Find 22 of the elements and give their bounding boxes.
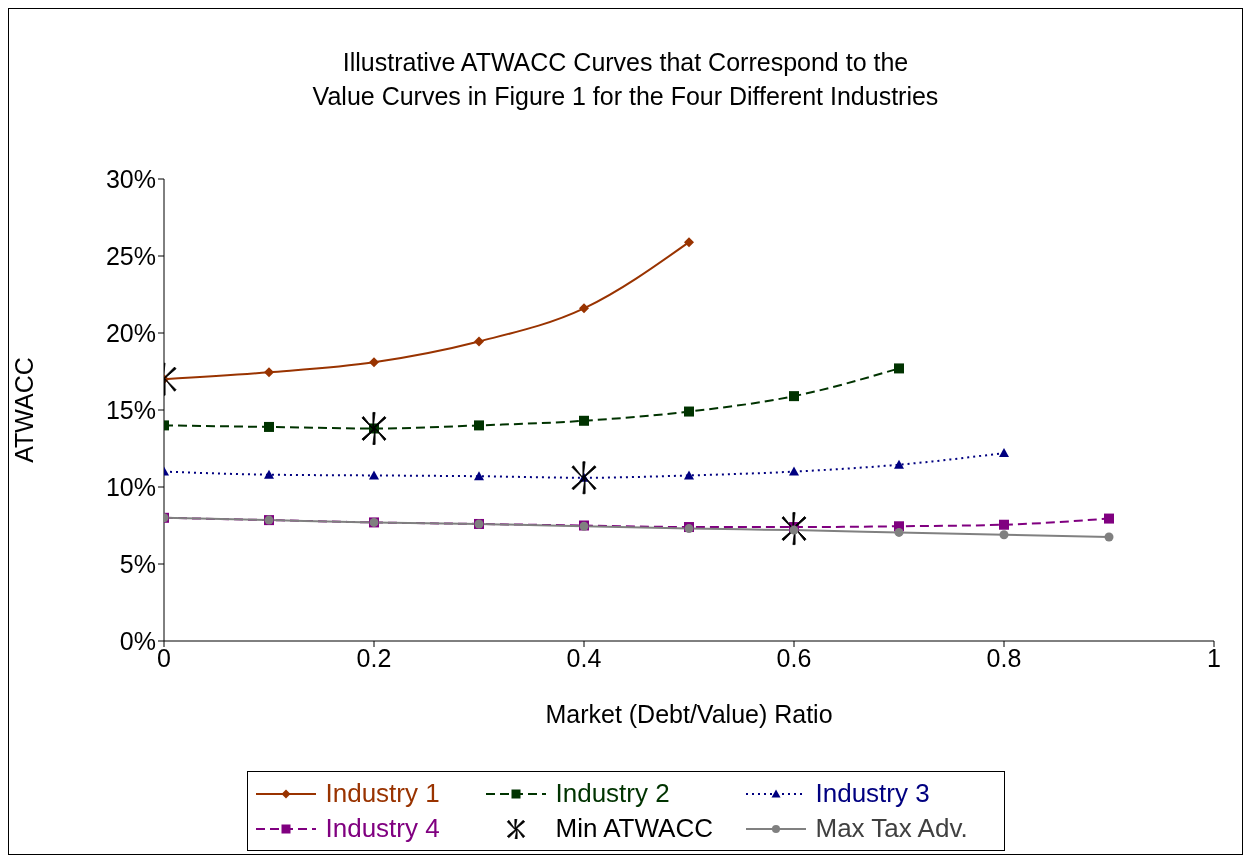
legend-label: Industry 1 [324,778,441,809]
y-tick-label: 0% [119,626,156,655]
legend-label: Min ATWACC [554,813,714,844]
y-tick-label: 25% [105,241,156,270]
y-tick-label: 20% [105,318,156,347]
x-tick-label: 0.4 [566,643,602,672]
legend-label: Industry 2 [554,778,671,809]
legend-label: Industry 3 [814,778,931,809]
x-axis-title: Market (Debt/Value) Ratio [545,700,833,728]
legend-label: Max Tax Adv. [814,813,969,844]
x-tick-label: 0.2 [356,643,392,672]
y-tick-label: 30% [105,164,156,193]
x-tick-label: 1 [1207,643,1221,672]
x-tick-label: 0.6 [776,643,812,672]
x-tick-label: 0.8 [986,643,1022,672]
y-tick-label: 15% [105,395,156,424]
x-tick-label: 0 [157,643,171,672]
legend-label: Industry 4 [324,813,441,844]
chart-title: Illustrative ATWACC Curves that Correspond to the Value Curves in Figure 1 for the Four Different Industries [311,47,940,112]
y-tick-label: 10% [105,472,156,501]
y-tick-label: 5% [119,549,156,578]
y-axis-title: ATWACC [9,357,38,463]
